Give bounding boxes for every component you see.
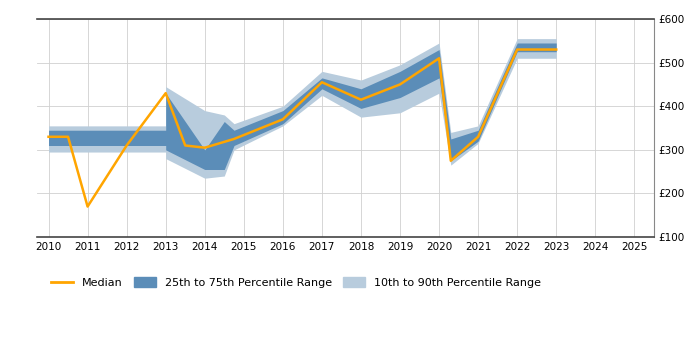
Legend: Median, 25th to 75th Percentile Range, 10th to 90th Percentile Range: Median, 25th to 75th Percentile Range, 1… <box>46 273 545 293</box>
